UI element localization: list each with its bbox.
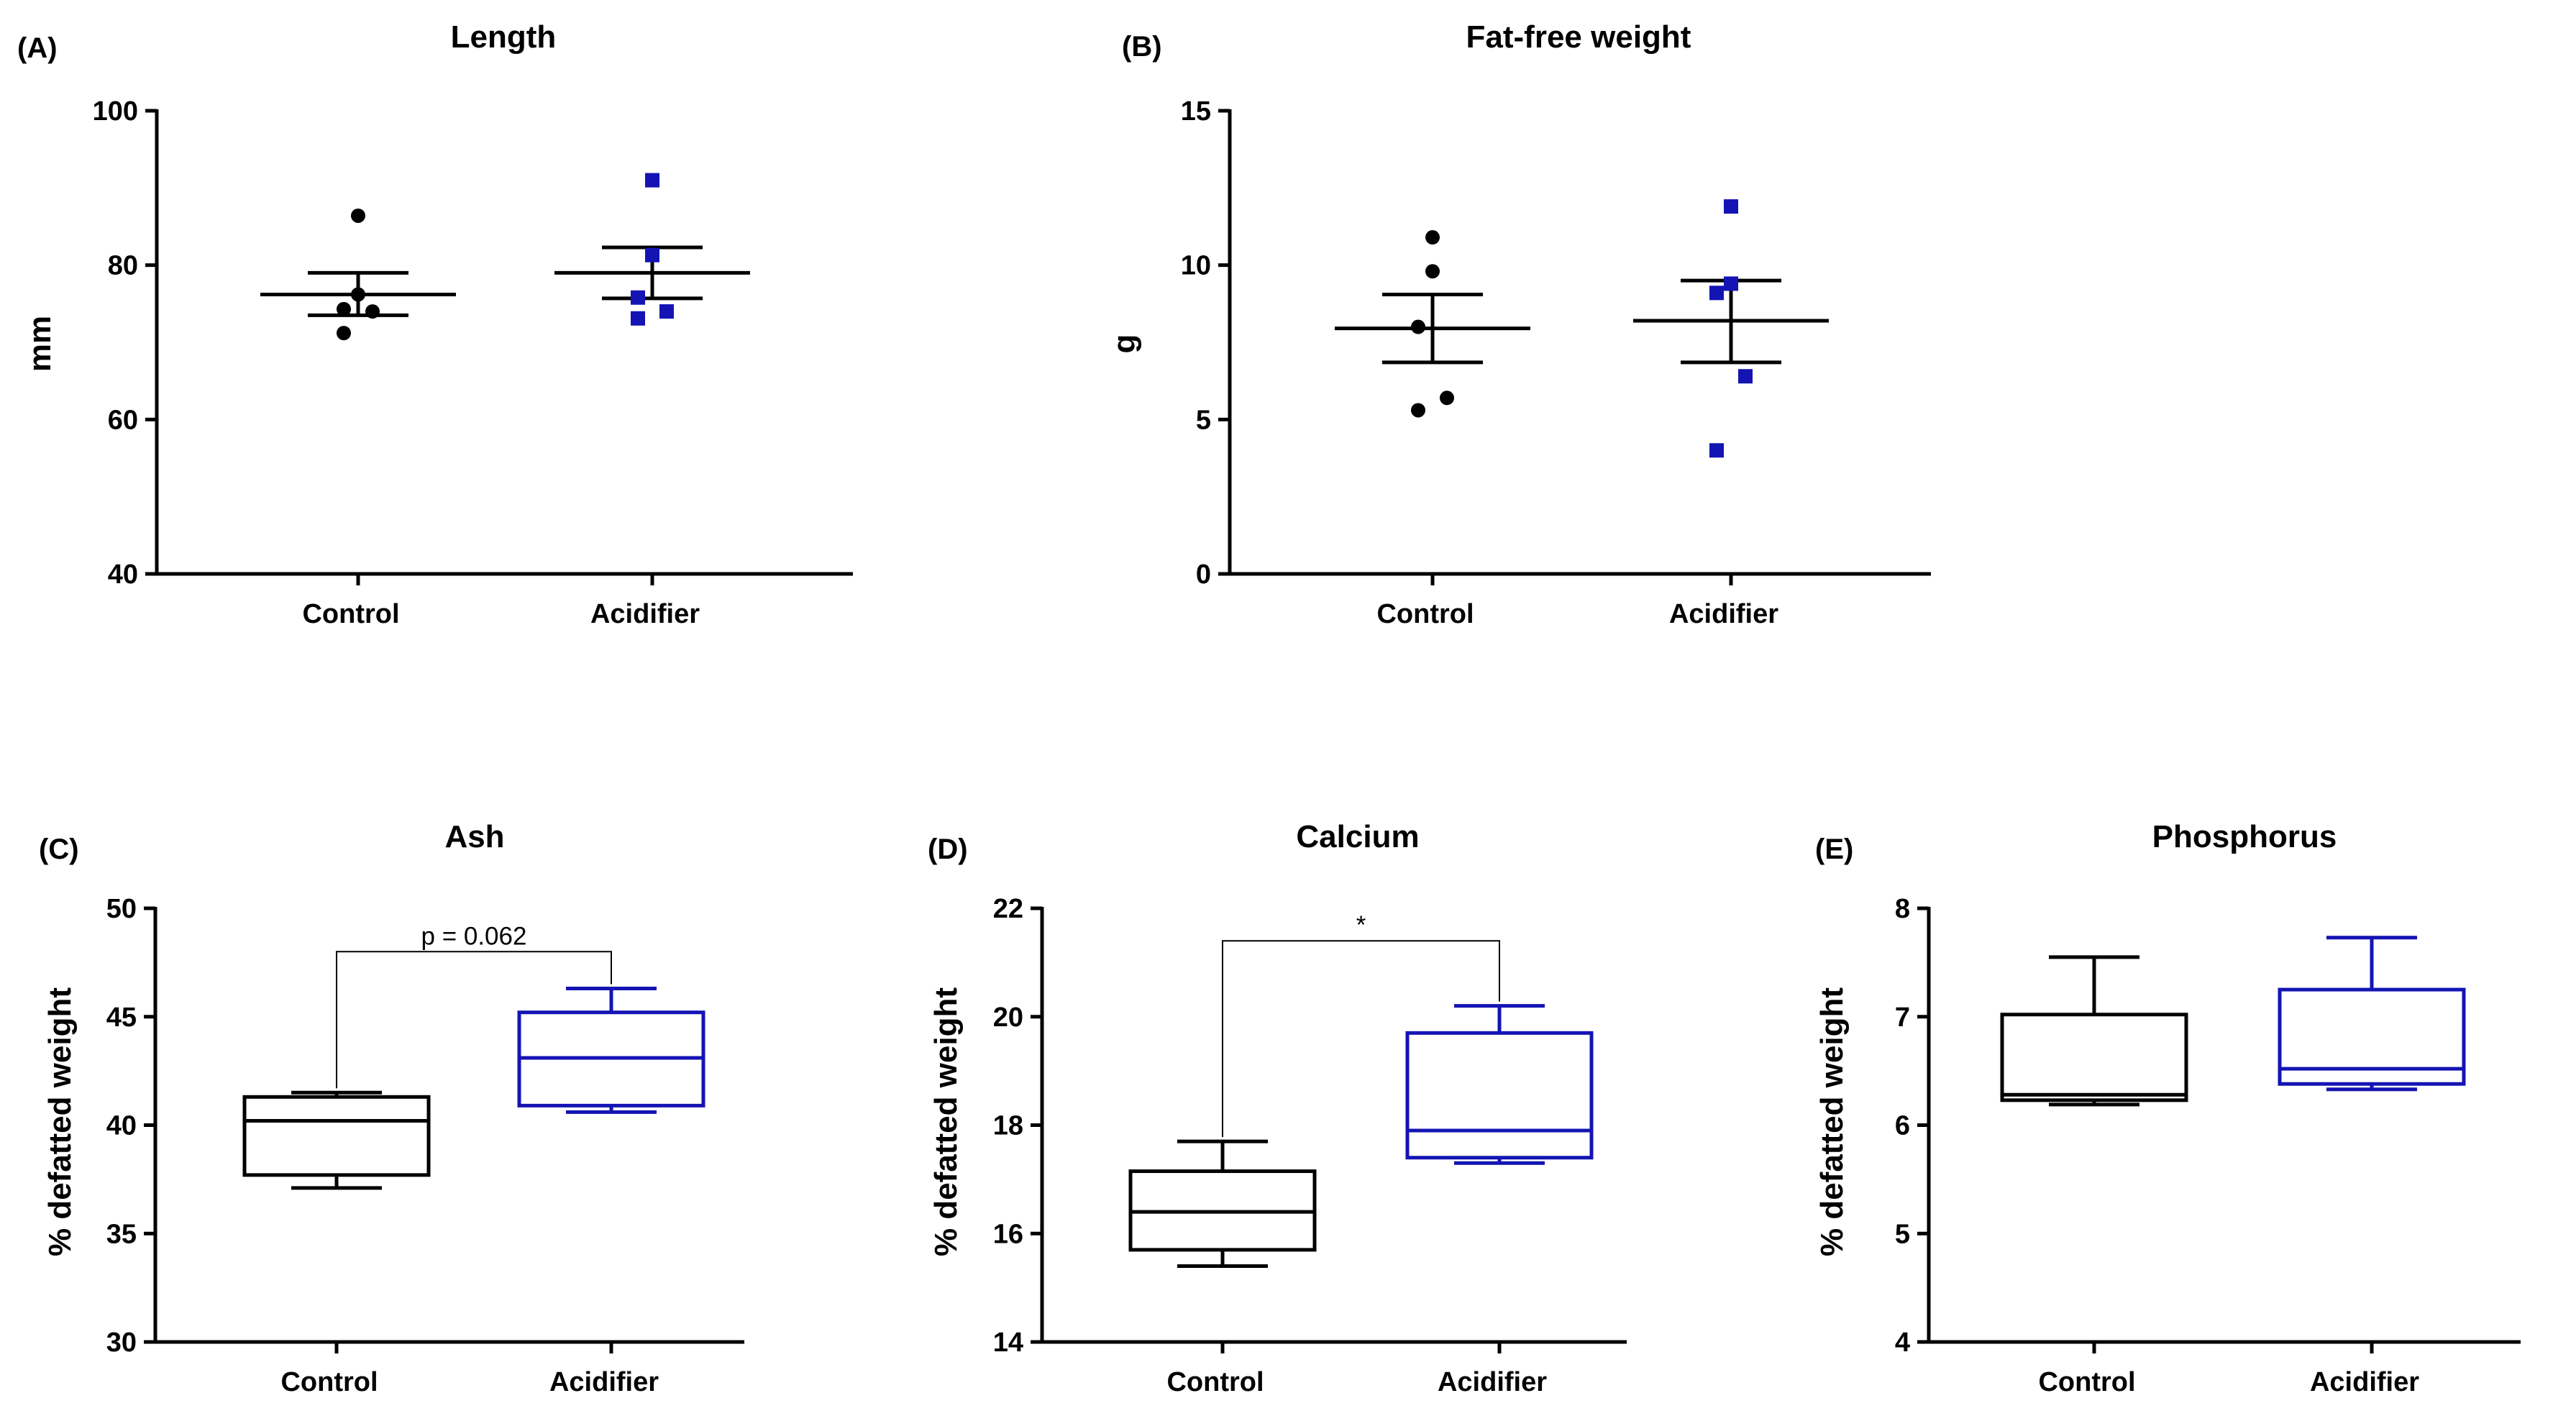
panel-e-ytick-label: 4 (1895, 1328, 1910, 1358)
panel-e-title: Phosphorus (2152, 819, 2337, 854)
panel-d-plot: 14 16 18 20 22 Control Acidifier * (993, 894, 1627, 1397)
panel-a-title: Length (451, 19, 557, 55)
panel-d: (D) Calcium % defatted weight 14 16 18 20 22… (928, 819, 1627, 1397)
panel-c: (C) Ash % defatted weight 30 35 40 45 50 Cont… (39, 819, 744, 1397)
panel-a-point (351, 208, 365, 223)
panel-d-significance-label: * (1356, 911, 1366, 939)
panel-d-ylabel: % defatted weight (928, 987, 964, 1256)
panel-c-significance-label: p = 0.062 (421, 922, 527, 950)
panel-d-letter: (D) (928, 834, 968, 865)
panel-c-letter: (C) (39, 834, 79, 865)
panel-d-category-label: Control (1166, 1367, 1264, 1397)
panel-b-category-label: Acidifier (1669, 599, 1778, 629)
panel-e-box (2000, 1013, 2188, 1102)
panel-c-category-label: Control (280, 1367, 378, 1397)
panel-a-ytick-label: 100 (93, 96, 138, 127)
panel-b-point (1425, 264, 1440, 279)
panel-a-point (631, 290, 645, 305)
panel-b-point (1724, 276, 1738, 291)
panel-a-letter: (A) (17, 32, 58, 64)
panel-a-ytick-label: 40 (108, 560, 138, 590)
panel-c-ytick-label: 40 (106, 1111, 137, 1141)
panel-a-point (645, 247, 659, 262)
panel-b-point (1709, 443, 1724, 458)
panel-b-plot: 0 5 10 15 Control Acidifier (1181, 96, 1931, 629)
panel-d-category-label: Acidifier (1438, 1367, 1547, 1397)
panel-c-box (242, 1095, 431, 1177)
panel-c-title: Ash (444, 819, 504, 854)
panel-b: (B) Fat-free weight g 0 5 10 15 Control Acidi… (1107, 19, 1931, 629)
panel-b-category-label: Control (1376, 599, 1474, 629)
panel-e-box (2278, 987, 2466, 1086)
panel-b-point (1440, 391, 1454, 406)
panel-b-point (1724, 199, 1738, 214)
panel-c-category-label: Acidifier (549, 1367, 659, 1397)
panel-d-ytick-label: 16 (993, 1219, 1023, 1249)
panel-c-plot: 30 35 40 45 50 Control Acidifier p = 0.062 (106, 894, 744, 1397)
panel-a-point (631, 311, 645, 326)
panel-b-ytick-label: 10 (1181, 251, 1211, 281)
panel-c-ytick-label: 45 (106, 1003, 137, 1033)
panel-a: (A) Length mm 40 60 80 100 Control Acidifier (17, 19, 853, 629)
panel-b-ylabel: g (1107, 334, 1142, 354)
panel-a-category-label: Control (302, 599, 399, 629)
panel-e-category-label: Acidifier (2310, 1367, 2419, 1397)
panel-d-ytick-label: 14 (993, 1328, 1023, 1358)
panel-b-point (1738, 369, 1753, 384)
panel-d-title: Calcium (1296, 819, 1419, 854)
panel-d-ytick-label: 20 (993, 1003, 1023, 1033)
panel-a-ytick-label: 60 (108, 405, 138, 435)
panel-b-letter: (B) (1122, 31, 1162, 63)
panel-a-ytick-label: 80 (108, 251, 138, 281)
panel-b-point (1411, 319, 1425, 334)
panel-b-point (1425, 230, 1440, 245)
panel-c-significance-bracket (336, 951, 612, 1089)
panel-d-significance-bracket (1222, 940, 1500, 1138)
panel-e-plot: 4 5 6 7 8 Control Acidifier (1895, 894, 2521, 1397)
panel-b-point (1411, 403, 1425, 418)
panel-a-point (351, 287, 365, 302)
panel-b-ytick-label: 0 (1196, 560, 1211, 590)
panel-b-ytick-label: 5 (1196, 405, 1211, 435)
panel-a-point (645, 173, 659, 188)
panel-c-ytick-label: 30 (106, 1328, 137, 1358)
panel-d-ytick-label: 22 (993, 894, 1023, 924)
panel-e-ytick-label: 7 (1895, 1003, 1910, 1033)
panel-a-point (337, 326, 351, 341)
panel-e-ytick-label: 5 (1895, 1219, 1910, 1249)
panel-e-ylabel: % defatted weight (1814, 987, 1850, 1256)
panel-d-box (1405, 1031, 1594, 1160)
panel-e-ytick-label: 8 (1895, 894, 1910, 924)
panel-b-point (1709, 286, 1724, 301)
panel-a-plot: 40 60 80 100 Control Acidifier (93, 96, 853, 629)
panel-c-ytick-label: 35 (106, 1219, 137, 1249)
panel-e: (E) Phosphorus % defatted weight 4 5 6 7 8 Co… (1814, 819, 2521, 1397)
panel-b-title: Fat-free weight (1466, 19, 1691, 55)
panel-a-point (659, 304, 674, 319)
panel-a-point (337, 301, 351, 316)
panel-a-category-label: Acidifier (590, 599, 700, 629)
panel-a-point (365, 304, 380, 319)
panel-b-ytick-label: 15 (1181, 96, 1211, 127)
panel-a-ylabel: mm (22, 316, 58, 372)
panel-d-ytick-label: 18 (993, 1111, 1023, 1141)
panel-c-ytick-label: 50 (106, 894, 137, 924)
panel-e-letter: (E) (1815, 834, 1853, 865)
panel-e-ytick-label: 6 (1895, 1111, 1910, 1141)
panel-e-category-label: Control (2038, 1367, 2135, 1397)
panel-c-ylabel: % defatted weight (42, 987, 78, 1256)
